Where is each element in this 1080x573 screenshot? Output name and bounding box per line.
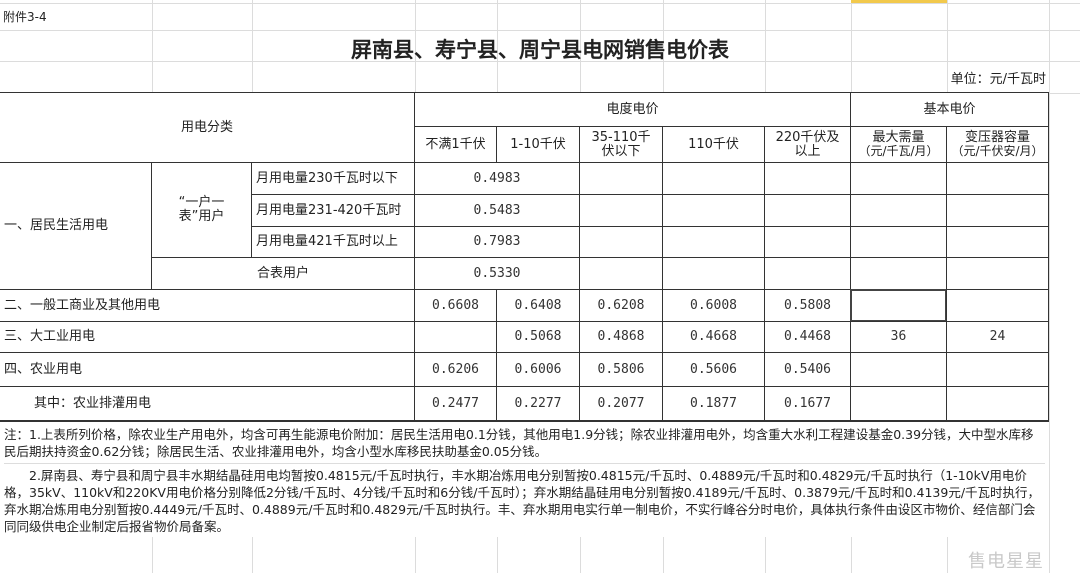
empty-cell[interactable] [764, 194, 851, 227]
row-label: 其中：农业排灌用电 [0, 386, 415, 421]
empty-cell[interactable] [850, 257, 947, 290]
price-cell[interactable]: 0.6206 [414, 352, 497, 387]
price-cell[interactable]: 0.2277 [496, 386, 580, 421]
notes: 注：1.上表所列价格，除农业生产用电外，均含可再生能源电价附加：居民生活用电0.… [0, 421, 1049, 537]
empty-cell[interactable] [946, 257, 1049, 290]
empty-cell[interactable] [579, 162, 663, 195]
price-cell[interactable]: 0.6208 [579, 289, 663, 322]
empty-cell[interactable] [946, 194, 1049, 227]
unit-label: 单位：元/千瓦时 [950, 72, 1046, 87]
empty-cell[interactable] [764, 226, 851, 258]
price-cell[interactable]: 0.5808 [764, 289, 851, 322]
price-cell[interactable]: 0.1877 [662, 386, 765, 421]
gridline [0, 3, 1080, 4]
selected-column-header [851, 0, 947, 3]
header-transformer-text-0: 变压器容量 [964, 130, 1030, 145]
gridline [0, 30, 1080, 31]
tier-price: 0.5483 [414, 194, 580, 227]
max-demand-cell[interactable] [850, 289, 947, 322]
empty-cell[interactable] [579, 257, 663, 290]
price-cell[interactable]: 0.6608 [414, 289, 497, 322]
price-cell[interactable]: 0.6408 [496, 289, 580, 322]
shared-meter-label: 合表用户 [151, 257, 415, 290]
price-cell[interactable]: 0.4468 [764, 321, 851, 353]
empty-cell[interactable] [946, 162, 1049, 195]
header-basic-price: 基本电价 [850, 92, 1049, 127]
tier-label: 月用电量421千瓦时以上 [251, 226, 415, 258]
price-cell[interactable]: 0.5806 [579, 352, 663, 387]
attachment-label: 附件3-4 [3, 10, 47, 24]
tier-label: 月用电量231-420千瓦时 [251, 194, 415, 227]
header-voltage-0: 不满1千伏 [414, 126, 497, 163]
price-cell[interactable] [414, 321, 497, 353]
header-max-demand: 最大需量 （元/千瓦/月） [850, 126, 947, 163]
transformer-cell[interactable] [946, 352, 1049, 387]
tier-label: 月用电量230千瓦时以下 [251, 162, 415, 195]
price-cell[interactable]: 0.6006 [496, 352, 580, 387]
empty-cell[interactable] [850, 162, 947, 195]
header-voltage-3: 110千伏 [662, 126, 765, 163]
price-cell[interactable]: 0.2477 [414, 386, 497, 421]
max-demand-cell[interactable]: 36 [850, 321, 947, 353]
price-cell[interactable]: 0.4868 [579, 321, 663, 353]
empty-cell[interactable] [850, 226, 947, 258]
transformer-cell[interactable]: 24 [946, 321, 1049, 353]
empty-cell[interactable] [764, 162, 851, 195]
gridline [1049, 0, 1050, 573]
header-voltage-2: 35-110千伏以下 [579, 126, 663, 163]
header-voltage-4: 220千伏及以上 [764, 126, 851, 163]
row-label-residential: 一、居民生活用电 [0, 162, 152, 290]
empty-cell[interactable] [764, 257, 851, 290]
transformer-cell[interactable] [946, 289, 1049, 322]
price-cell[interactable]: 0.5068 [496, 321, 580, 353]
price-cell[interactable]: 0.5406 [764, 352, 851, 387]
header-category: 用电分类 [0, 92, 415, 163]
empty-cell[interactable] [850, 194, 947, 227]
price-cell[interactable]: 0.6008 [662, 289, 765, 322]
price-cell[interactable]: 0.1677 [764, 386, 851, 421]
header-voltage-1: 1-10千伏 [496, 126, 580, 163]
empty-cell[interactable] [946, 226, 1049, 258]
max-demand-cell[interactable] [850, 352, 947, 387]
note-1: 注：1.上表所列价格，除农业生产用电外，均含可再生能源电价附加：居民生活用电0.… [4, 426, 1045, 464]
page-title: 屏南县、寿宁县、周宁县电网销售电价表 [351, 37, 729, 62]
header-transformer: 变压器容量 （元/千伏安/月） [946, 126, 1049, 163]
row-label: 三、大工业用电 [0, 321, 415, 353]
watermark-logo: 售电星星 [968, 551, 1044, 572]
tier-price: 0.4983 [414, 162, 580, 195]
header-transformer-text-1: （元/千伏安/月） [951, 144, 1044, 158]
price-cell[interactable]: 0.4668 [662, 321, 765, 353]
empty-cell[interactable] [579, 194, 663, 227]
shared-meter-price: 0.5330 [414, 257, 580, 290]
row-label: 四、农业用电 [0, 352, 415, 387]
one-meter-label: “一户一表”用户 [151, 162, 252, 258]
row-label: 二、一般工商业及其他用电 [0, 289, 415, 322]
max-demand-cell[interactable] [850, 386, 947, 421]
price-cell[interactable]: 0.2077 [579, 386, 663, 421]
gridline [0, 61, 1080, 62]
header-max-demand-text-1: （元/千瓦/月） [858, 144, 939, 158]
transformer-cell[interactable] [946, 386, 1049, 421]
note-2: 2.屏南县、寿宁县和周宁县丰水期结晶硅用电均暂按0.4815元/千瓦时执行，丰水… [4, 468, 1041, 534]
header-max-demand-text-0: 最大需量 [872, 130, 925, 145]
empty-cell[interactable] [662, 162, 765, 195]
empty-cell[interactable] [579, 226, 663, 258]
tier-price: 0.7983 [414, 226, 580, 258]
empty-cell[interactable] [662, 226, 765, 258]
empty-cell[interactable] [662, 194, 765, 227]
empty-cell[interactable] [662, 257, 765, 290]
header-energy-price: 电度电价 [414, 92, 851, 127]
price-cell[interactable]: 0.5606 [662, 352, 765, 387]
